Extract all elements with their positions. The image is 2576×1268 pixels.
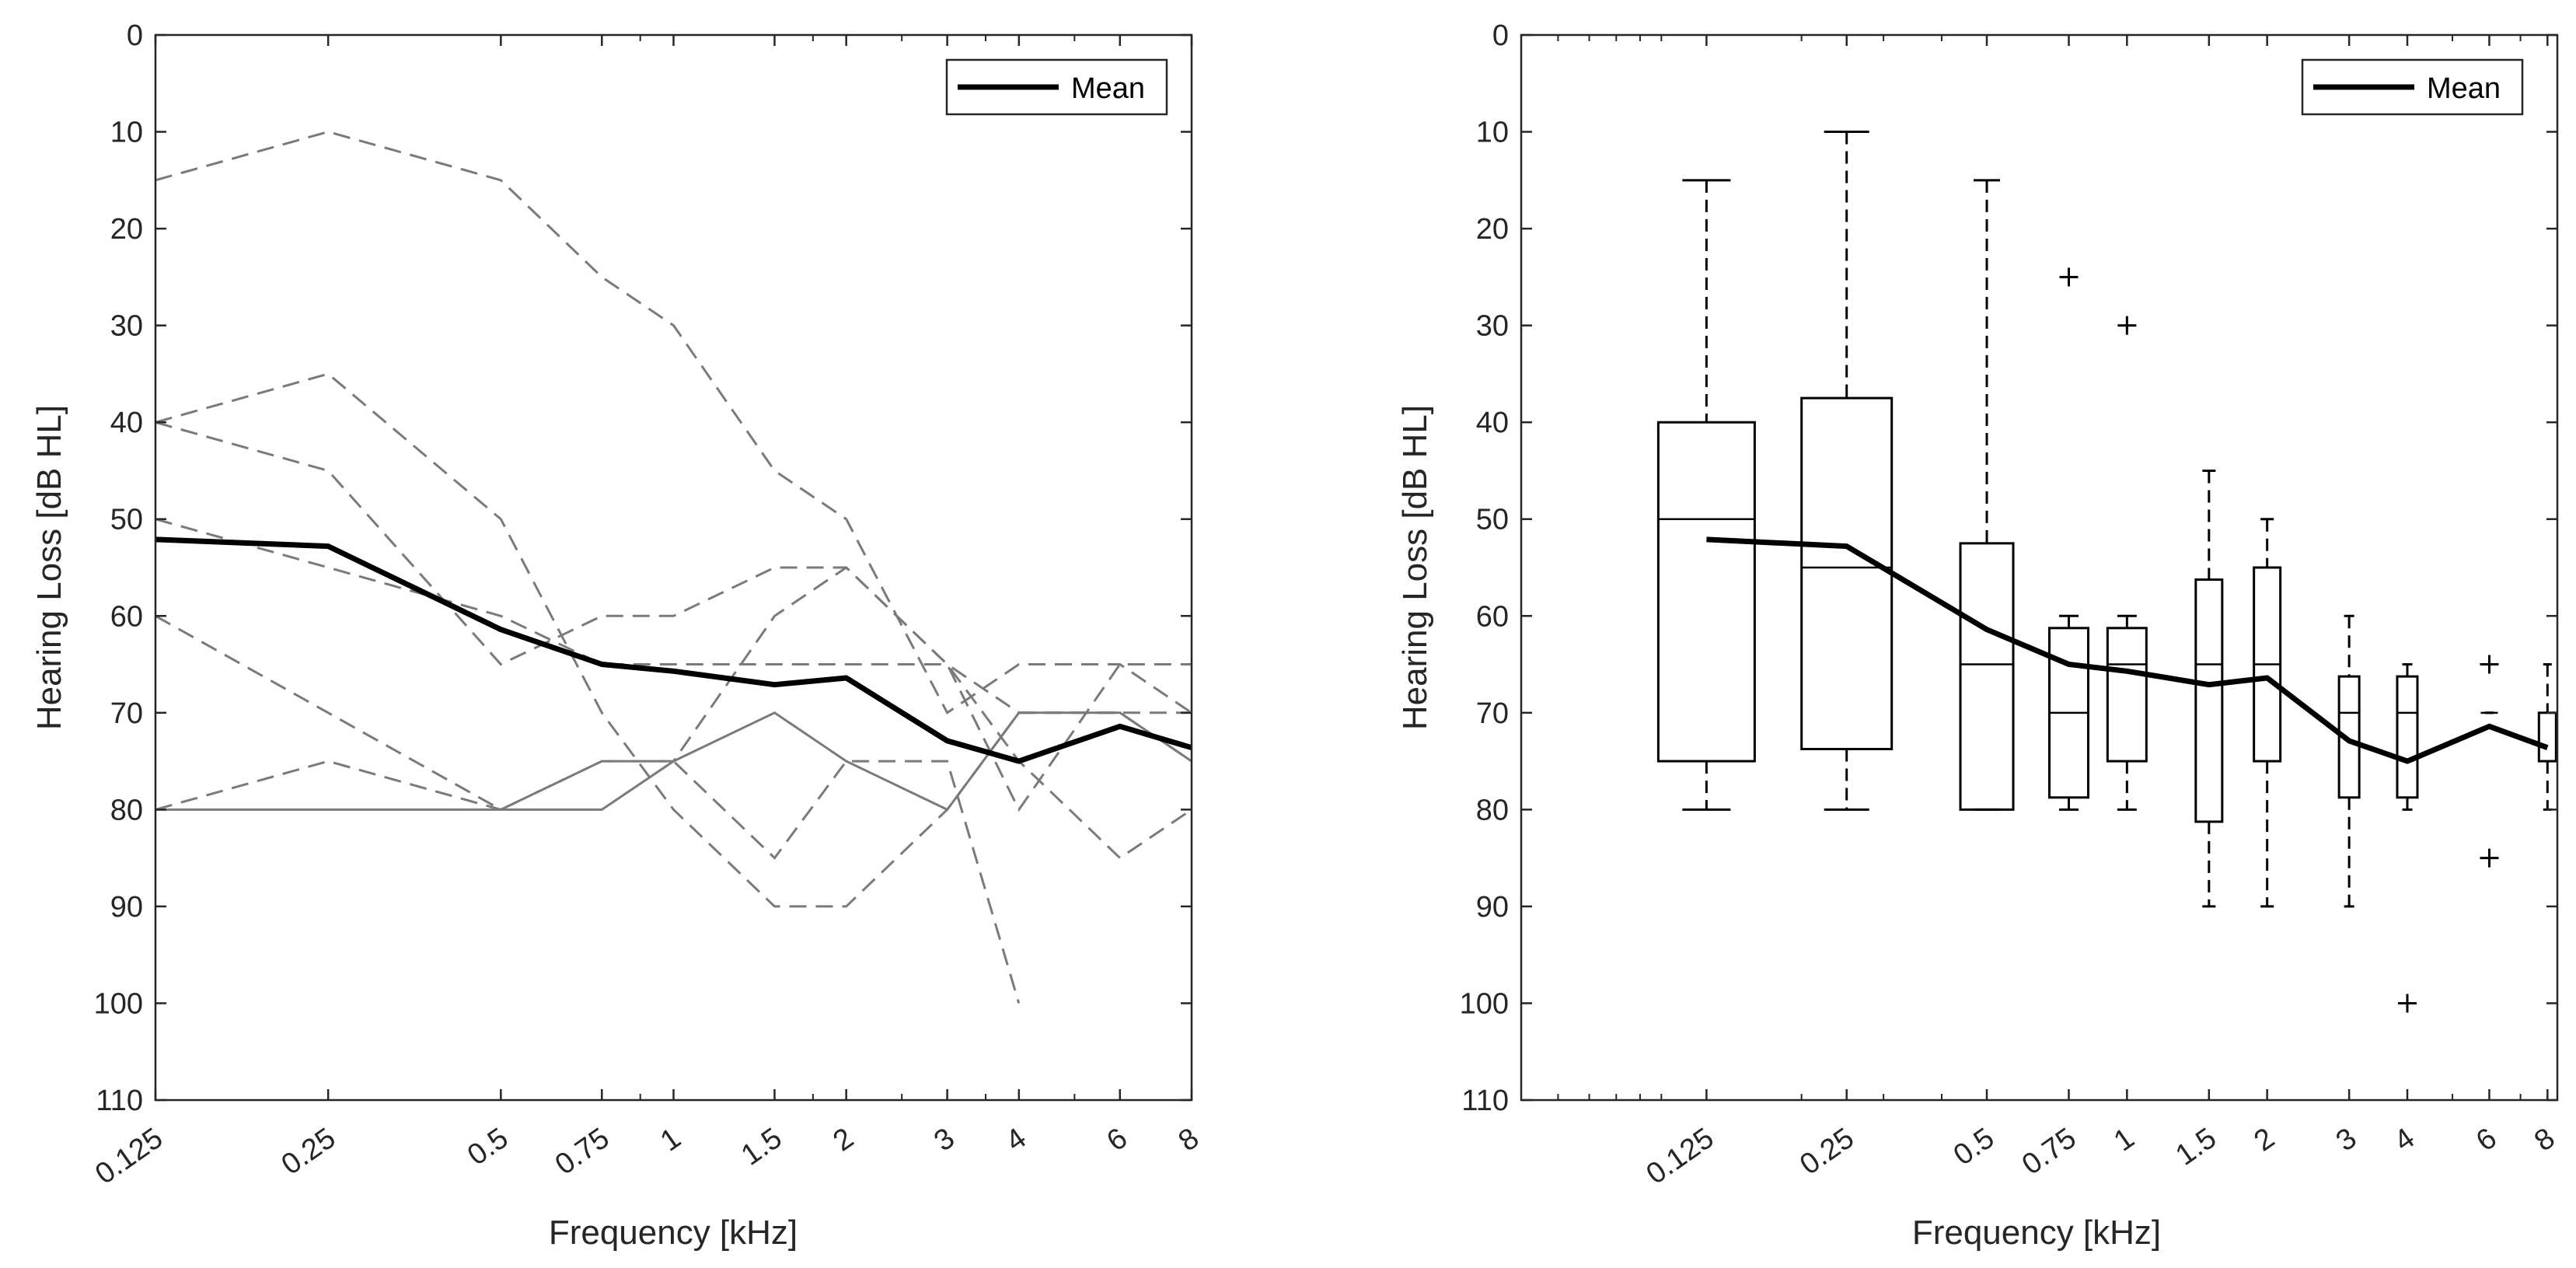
mean-line: [1706, 536, 2549, 764]
y-tick-label: 10: [1476, 117, 1509, 149]
y-tick-label: 0: [1492, 19, 1509, 52]
left-y-axis-label: Hearing Loss [dB HL]: [30, 405, 68, 730]
box-iqr: [1959, 542, 2015, 811]
right-x-axis-label: Frequency [kHz]: [1912, 1214, 2161, 1252]
outlier-marker: [2397, 994, 2417, 1013]
subject-line: [155, 711, 1192, 812]
y-tick-label: 100: [1460, 987, 1509, 1020]
legend-label: Mean: [2427, 72, 2501, 105]
legend-label: Mean: [1071, 72, 1145, 105]
right-axes-box: [1520, 33, 2559, 1102]
outlier-marker: [2117, 316, 2137, 335]
mean-line: [155, 536, 1192, 764]
y-tick-label: 90: [1476, 891, 1509, 924]
boxplot: [2047, 267, 2089, 811]
outlier-marker: [2480, 848, 2499, 868]
y-tick-label: 50: [110, 504, 143, 536]
y-tick-label: 60: [110, 600, 143, 633]
box-iqr: [2396, 675, 2419, 799]
outlier-marker: [2059, 267, 2079, 287]
left-x-axis-label: Frequency [kHz]: [549, 1214, 798, 1252]
subject-line: [155, 130, 1192, 714]
y-tick-label: 40: [1476, 407, 1509, 439]
boxplot: [2337, 614, 2361, 908]
y-tick-label: 40: [110, 407, 143, 439]
y-tick-label: 70: [1476, 697, 1509, 730]
y-tick-label: 20: [1476, 213, 1509, 246]
box-iqr: [1656, 421, 1756, 763]
y-tick-label: 90: [110, 891, 143, 924]
right-y-ticks: 0 10 20 30 40 50 60 70 80 90 100 110: [1460, 19, 2557, 1117]
boxplot-group: [1656, 131, 2557, 1013]
y-tick-label: 0: [127, 19, 143, 52]
y-tick-label: 50: [1476, 504, 1509, 536]
boxplot: [2106, 316, 2148, 811]
right-y-axis-label: Hearing Loss [dB HL]: [1396, 405, 1434, 730]
boxplot: [1959, 179, 2015, 811]
y-tick-label: 80: [110, 794, 143, 826]
box-iqr: [2106, 627, 2148, 763]
right-legend: Mean: [2301, 58, 2524, 116]
boxplot: [1656, 179, 1756, 811]
y-tick-label: 100: [94, 987, 143, 1020]
y-tick-label: 80: [1476, 794, 1509, 826]
boxplot: [2396, 663, 2419, 1013]
y-tick-label: 110: [96, 1085, 143, 1117]
y-tick-label: 60: [1476, 600, 1509, 633]
y-tick-label: 20: [110, 213, 143, 246]
y-tick-label: 110: [1461, 1085, 1509, 1117]
y-tick-label: 70: [110, 697, 143, 730]
mean-line-group: [155, 536, 1192, 764]
outlier-marker: [2480, 655, 2499, 674]
left-legend: Mean: [945, 58, 1168, 116]
mean-line-group-right: [1706, 536, 2549, 764]
box-iqr: [2194, 578, 2224, 823]
y-tick-label: 30: [1476, 310, 1509, 343]
boxplot: [2480, 655, 2499, 868]
y-tick-label: 10: [110, 117, 143, 149]
y-tick-label: 30: [110, 310, 143, 343]
boxplot: [2194, 469, 2224, 908]
box-iqr: [2337, 675, 2361, 799]
left-y-ticks: 0 10 20 30 40 50 60 70 80 90 100 110: [94, 19, 1192, 1117]
boxplot: [2253, 518, 2282, 908]
subject-line: [155, 614, 1021, 1004]
